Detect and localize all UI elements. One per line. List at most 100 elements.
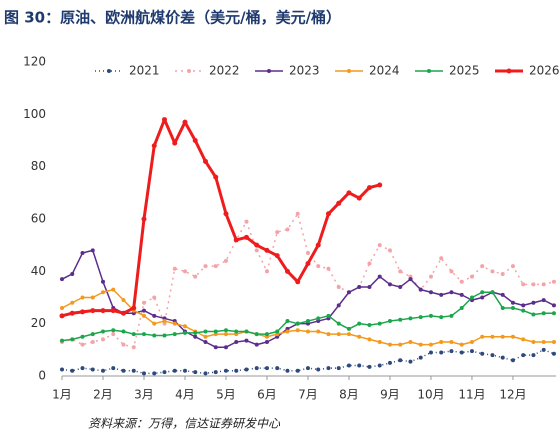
data-point xyxy=(367,337,372,342)
data-point xyxy=(459,342,464,347)
data-point xyxy=(100,308,106,314)
data-point xyxy=(326,366,331,371)
series-line xyxy=(61,118,381,318)
data-point xyxy=(480,334,485,339)
data-point xyxy=(398,285,403,290)
data-point xyxy=(285,329,290,334)
data-point xyxy=(387,319,392,324)
data-point xyxy=(521,308,526,313)
data-point xyxy=(162,319,167,324)
data-point xyxy=(521,282,526,287)
data-point xyxy=(90,339,95,344)
data-point xyxy=(510,305,515,310)
legend-label: 2021 xyxy=(129,64,160,78)
data-point xyxy=(182,368,187,373)
data-point xyxy=(213,329,218,334)
data-point xyxy=(111,332,116,337)
data-point xyxy=(480,295,485,300)
data-point xyxy=(387,248,392,253)
data-point xyxy=(182,330,187,335)
data-point xyxy=(70,271,75,276)
data-point xyxy=(90,248,95,253)
data-point xyxy=(152,333,157,338)
data-point xyxy=(90,332,95,337)
data-point xyxy=(80,251,85,256)
data-point xyxy=(70,337,75,342)
x-tick-label: 12月 xyxy=(499,388,526,402)
x-tick-label: 10月 xyxy=(417,388,444,402)
data-point xyxy=(60,277,64,282)
data-point xyxy=(264,332,269,337)
data-point xyxy=(398,342,403,347)
data-point xyxy=(121,342,126,347)
data-point xyxy=(490,334,495,339)
data-point xyxy=(439,256,444,261)
data-point xyxy=(449,290,454,295)
legend-label: 2024 xyxy=(369,64,400,78)
data-point xyxy=(521,337,526,342)
data-point xyxy=(490,290,495,295)
data-point xyxy=(275,230,280,235)
data-point xyxy=(531,312,536,317)
data-point xyxy=(284,268,290,274)
data-point xyxy=(377,321,382,326)
data-point xyxy=(480,264,485,269)
data-point xyxy=(264,247,270,253)
data-point xyxy=(90,295,95,300)
y-tick-label: 80 xyxy=(31,159,46,173)
y-tick-label: 20 xyxy=(31,316,46,330)
data-point xyxy=(336,285,341,290)
data-point xyxy=(439,339,444,344)
data-point xyxy=(213,345,218,350)
data-point xyxy=(203,339,208,344)
data-point xyxy=(203,264,208,269)
data-point xyxy=(152,321,157,326)
data-point xyxy=(398,317,403,322)
data-point xyxy=(531,300,536,305)
data-point xyxy=(244,338,249,343)
data-point xyxy=(336,321,341,326)
data-point xyxy=(243,234,249,240)
data-point xyxy=(357,285,362,290)
data-point xyxy=(428,342,433,347)
data-point xyxy=(521,303,526,308)
x-tick-label: 3月 xyxy=(134,388,154,402)
data-point xyxy=(80,334,85,339)
data-point xyxy=(172,332,177,337)
data-point xyxy=(223,211,229,217)
data-point xyxy=(305,251,310,256)
y-tick-label: 40 xyxy=(31,264,46,278)
data-point xyxy=(70,368,75,373)
data-point xyxy=(326,332,331,337)
data-point xyxy=(541,298,546,303)
data-point xyxy=(223,328,228,333)
data-point xyxy=(213,264,218,269)
data-point xyxy=(408,359,413,364)
data-point xyxy=(254,332,259,337)
data-point xyxy=(551,303,556,308)
data-point xyxy=(326,266,331,271)
data-point xyxy=(141,371,146,376)
data-point xyxy=(244,219,249,224)
data-point xyxy=(244,367,249,372)
data-point xyxy=(510,264,515,269)
x-tick-label: 4月 xyxy=(175,388,195,402)
x-tick-label: 9月 xyxy=(380,388,400,402)
y-tick-label: 0 xyxy=(38,369,46,383)
data-point xyxy=(336,200,342,206)
x-tick-label: 5月 xyxy=(216,388,236,402)
data-point xyxy=(325,211,331,217)
data-point xyxy=(285,368,290,373)
legend-marker xyxy=(506,68,512,74)
legend-label: 2025 xyxy=(449,64,480,78)
y-tick-label: 60 xyxy=(31,212,46,226)
data-point xyxy=(500,271,505,276)
data-point xyxy=(459,279,464,284)
legend-marker xyxy=(187,69,191,73)
data-point xyxy=(233,237,239,243)
data-point xyxy=(336,366,341,371)
data-point xyxy=(234,329,239,334)
data-point xyxy=(367,261,372,266)
data-point xyxy=(100,290,105,295)
data-point xyxy=(367,322,372,327)
